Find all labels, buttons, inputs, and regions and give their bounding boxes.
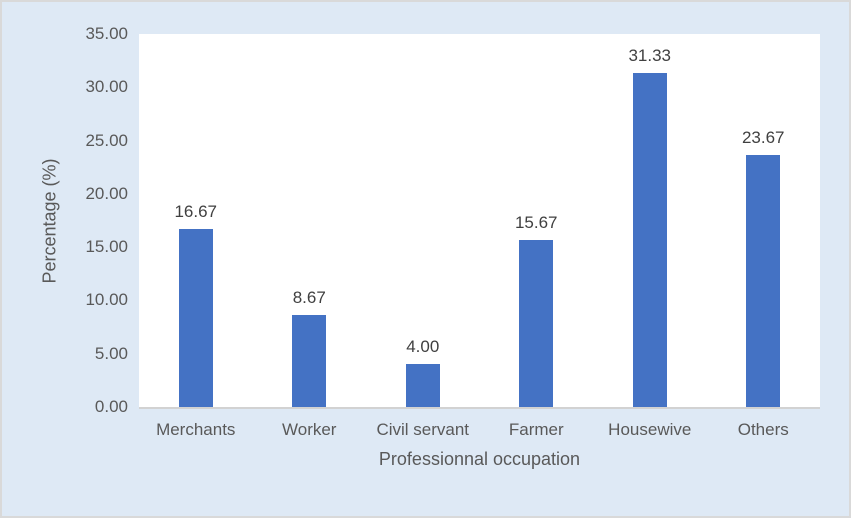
- y-axis-tick-label: 10.00: [85, 290, 128, 310]
- y-axis-title: Percentage (%): [39, 158, 60, 284]
- plot-area: [139, 34, 820, 409]
- bar-housewive: [632, 73, 667, 407]
- bar-civil-servant: [405, 364, 440, 407]
- bar-value-label: 23.67: [741, 127, 785, 147]
- y-axis-tick-label: 5.00: [94, 343, 128, 363]
- bar-value-label: 15.67: [514, 213, 558, 232]
- x-axis-category-label: Farmer: [508, 420, 564, 439]
- bar-others: [746, 154, 781, 407]
- bar-value-label: 8.67: [292, 287, 326, 307]
- x-axis-category-label: Worker: [282, 420, 337, 439]
- bar-farmer: [519, 240, 554, 407]
- x-axis-category-label: Others: [737, 420, 789, 439]
- bar-value-label: 31.33: [628, 46, 672, 66]
- bar-value-label: 16.67: [174, 202, 218, 222]
- y-axis-tick-label: 15.00: [85, 237, 128, 257]
- bar-worker: [292, 314, 327, 407]
- y-axis-tick-label: 25.00: [85, 130, 128, 150]
- x-axis-category-label: Civil servant: [376, 420, 470, 439]
- bar-merchants: [178, 229, 213, 407]
- x-axis-category-label: Housewive: [608, 420, 692, 439]
- x-axis-category-label: Merchants: [156, 420, 236, 439]
- y-axis-tick-label: 20.00: [85, 183, 128, 203]
- y-axis-tick-label: 35.00: [85, 24, 128, 43]
- y-axis-tick-label: 30.00: [85, 77, 128, 97]
- x-axis-title: Professionnal occupation: [378, 449, 581, 469]
- bar-value-label: 4.00: [406, 337, 440, 357]
- y-axis-tick-label: 0.00: [94, 397, 128, 416]
